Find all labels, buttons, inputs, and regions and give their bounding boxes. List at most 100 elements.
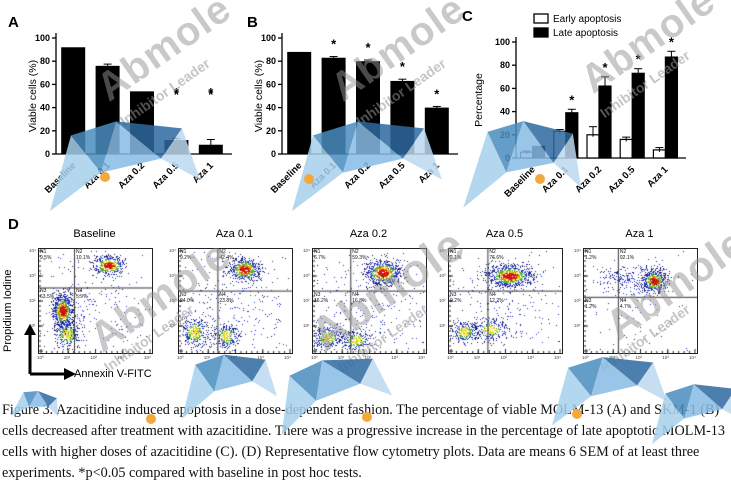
svg-text:20: 20 [40,126,50,136]
x-category-label: Aza 1 [645,164,671,190]
panel-c-label: C [462,8,473,25]
bar-chart-svg: 0 20 40 60 80 100 Percentage Baseline * Aza 0.1 * A… [473,13,686,200]
flow-y-tick-label: 10² [439,298,446,303]
quadrant-label-n3: N3 16.2% [314,291,329,304]
flow-axis-arrows [24,324,76,380]
flow-plot-title: Baseline [73,228,116,240]
flow-x-tick-label: 10² [364,355,372,360]
flow-y-tick-label: 10³ [574,273,581,278]
flow-plot [38,248,153,354]
flow-plot [583,248,698,354]
apoptosis-percentage-chart: 0 20 40 60 80 100 Percentage Baseline * Aza 0.1 * A… [472,12,722,212]
bar [356,61,380,155]
svg-text:100: 100 [35,33,50,43]
flow-x-tick-label: 10⁰ [447,355,454,360]
flow-x-tick-label: 10³ [257,355,264,360]
flow-x-tick-label: 10⁴ [144,355,151,360]
flow-x-tick-label: 10⁰ [582,355,589,360]
y-axis-title: Viable cells (%) [253,60,265,132]
flow-x-tick-label: 10³ [391,355,398,360]
x-category-label: Aza 1 [417,160,443,186]
x-category-label: Aza 1 [191,160,217,186]
svg-text:40: 40 [500,107,510,117]
bar [619,138,633,159]
flow-y-tick-label: 10² [574,298,581,303]
flow-y-tick-label: 10¹ [303,323,310,328]
flow-scatter-canvas [179,249,292,353]
flow-plot-title: Aza 0.1 [215,228,254,240]
x-category-label: Aza 0.2 [116,160,147,191]
flow-x-tick-label: 10² [230,355,238,360]
flow-plot [178,248,293,354]
quadrant-label-n2: N2 42.4% [219,249,234,261]
significance-star: * [400,59,406,74]
bar [631,72,645,159]
bar [287,51,312,154]
quadrant-label-n4: N4 4.7% [619,297,632,310]
x-category-label: Aza 0.5 [606,164,637,195]
significance-star: * [636,52,642,67]
significance-star: * [174,87,180,102]
quadrant-label-n3: N3 1.2% [585,297,597,310]
significance-star: * [569,92,575,107]
quadrant-label-n4: N4 23.8% [219,291,234,304]
svg-text:80: 80 [40,56,50,66]
x-category-label: Aza 0.5 [377,160,408,191]
flow-y-tick-label: 10⁴ [303,248,310,253]
flow-x-tick-label: 10⁰ [311,355,318,360]
quadrant-label-n3: N3 9.2% [450,291,462,304]
significance-star: * [365,40,371,55]
quadrant-label-n1: N1 6.7% [314,249,326,261]
flow-x-axis-label: Annexin V-FITC [74,368,152,380]
svg-text:20: 20 [500,130,510,140]
svg-text:80: 80 [266,56,276,66]
quadrant-label-n2: N2 92.1% [619,249,635,261]
y-axis-title: Percentage [473,73,485,127]
flow-y-tick-label: 10³ [439,273,446,278]
svg-text:0: 0 [271,149,276,159]
flow-y-axis-label: Propidium Iodine [2,269,14,353]
flow-y-tick-label: 10¹ [29,323,36,328]
x-category-label: Aza 0.1 [308,160,339,191]
flow-y-tick-label: 10⁴ [29,248,36,253]
flow-y-tick-label: 10⁴ [574,248,581,253]
legend-label: Late apoptosis [553,28,618,39]
flow-y-tick-label: 10² [169,298,176,303]
quadrant-label-n2: N2 76.6% [489,249,504,261]
svg-text:80: 80 [500,60,510,70]
bar [198,144,223,154]
significance-star: * [669,34,675,49]
flow-x-tick-label: 10⁰ [37,355,44,360]
bar [164,140,189,154]
flow-x-tick-label: 10⁴ [689,355,696,360]
svg-text:20: 20 [266,126,276,136]
bar [130,91,154,154]
flow-y-tick-label: 10¹ [169,323,176,328]
flow-y-tick-label: 10⁴ [169,248,176,253]
flow-y-tick-label: 10³ [169,273,176,278]
legend-label: Early apoptosis [553,14,621,25]
bar [424,107,449,154]
flow-x-tick-label: 10¹ [608,355,616,360]
svg-text:40: 40 [40,103,50,113]
flow-y-tick-label: 10² [29,298,36,303]
flow-x-tick-label: 10⁴ [284,355,291,360]
panel-b-label: B [247,14,258,31]
svg-text:100: 100 [261,33,276,43]
flow-x-tick-label: 10⁴ [418,355,425,360]
significance-star: * [208,87,214,102]
x-category-label: Baseline [502,164,537,199]
x-category-label: Aza 0.1 [540,164,571,195]
significance-star: * [174,85,180,100]
flow-x-tick-label: 10² [500,355,508,360]
bar [61,47,86,154]
x-category-label: Aza 0.2 [342,160,373,191]
quadrant-label-n4: N4 5.9% [76,288,88,301]
flow-x-tick-label: 10³ [117,355,124,360]
flow-x-tick-label: 10¹ [337,355,345,360]
svg-text:40: 40 [266,103,276,113]
quadrant-label-n1: N1 9.2% [180,249,192,261]
quadrant-label-n3: N3 63.5% [40,288,55,301]
